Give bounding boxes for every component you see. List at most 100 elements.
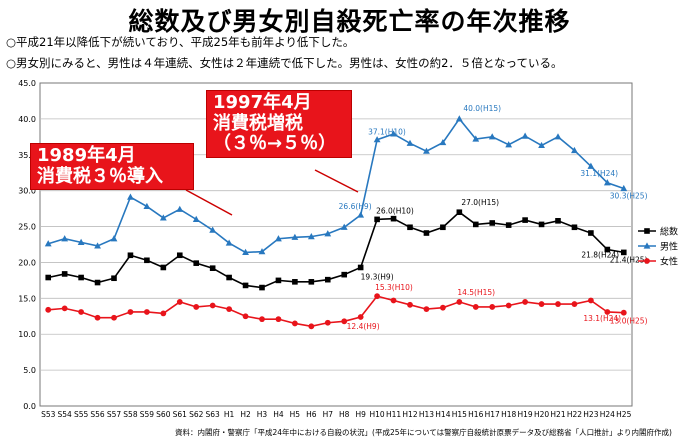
x-tick-label: S58 — [123, 410, 138, 419]
x-tick-label: S59 — [140, 410, 155, 419]
x-tick-label: S55 — [74, 410, 89, 419]
x-tick-label: H3 — [257, 410, 268, 419]
data-label: 37.1(H10) — [368, 128, 406, 137]
data-point — [357, 264, 364, 271]
x-tick-label: H5 — [290, 410, 301, 419]
data-point — [209, 265, 216, 271]
data-point — [390, 130, 397, 137]
data-point — [176, 299, 183, 305]
data-point — [407, 301, 413, 308]
data-point — [160, 264, 167, 271]
data-label: 15.3(H10) — [375, 283, 413, 292]
data-point — [209, 302, 216, 309]
y-tick-label: 40.0 — [18, 115, 36, 124]
source-note: 資料：内閣府・警察庁「平成24年中における自殺の状況」(平成25年については警察… — [175, 428, 672, 437]
data-point — [159, 214, 167, 221]
data-point — [604, 309, 611, 315]
data-point — [406, 139, 414, 146]
x-tick-label: H22 — [567, 410, 582, 419]
x-tick-label: H18 — [501, 410, 516, 419]
data-point — [275, 316, 282, 323]
x-tick-label: S60 — [156, 410, 171, 419]
x-tick-label: H6 — [306, 410, 317, 419]
data-point — [587, 297, 594, 304]
callout-1989-consumption-tax: 1989年4月 消費税３％導入 — [30, 143, 194, 191]
data-label: 27.0(H15) — [461, 198, 499, 207]
data-label: 40.0(H15) — [463, 104, 501, 113]
data-point — [456, 209, 463, 215]
data-point — [127, 193, 134, 200]
data-point — [44, 240, 52, 247]
y-tick-label: 45.0 — [18, 79, 36, 88]
data-point — [127, 252, 134, 259]
data-point — [341, 271, 348, 278]
data-label: 21.4(H25) — [610, 255, 648, 264]
data-point — [440, 224, 446, 231]
data-point — [340, 223, 348, 230]
data-point — [505, 302, 512, 309]
data-point — [472, 304, 479, 310]
data-point — [521, 132, 529, 139]
data-point — [374, 293, 381, 300]
data-point — [390, 297, 397, 304]
legend-marker — [643, 242, 651, 249]
x-tick-label: H19 — [518, 410, 533, 419]
x-tick-label: H16 — [468, 410, 483, 419]
data-point — [538, 221, 545, 228]
data-point — [488, 133, 496, 140]
summary-bullet-2: ○男女別にみると、男性は４年連続、女性は２年連続で低下した。男性は、女性の約2．… — [6, 56, 563, 70]
x-tick-label: H7 — [323, 410, 334, 419]
callout-1997-line2: 消費税増税 — [213, 112, 303, 134]
data-point — [258, 248, 266, 255]
x-tick-label: H4 — [273, 410, 284, 419]
x-tick-label: H17 — [485, 410, 500, 419]
data-label: 19.3(H9) — [361, 272, 394, 281]
x-tick-label: H13 — [419, 410, 434, 419]
data-point — [45, 306, 52, 313]
x-tick-label: H20 — [534, 410, 549, 419]
data-label: 12.4(H9) — [347, 322, 380, 331]
data-point — [242, 248, 249, 255]
data-point — [226, 306, 233, 312]
data-point — [357, 211, 365, 218]
x-tick-label: H8 — [339, 410, 350, 419]
legend-label: 男性 — [660, 241, 678, 253]
x-tick-label: H1 — [224, 410, 235, 419]
y-tick-label: 15.0 — [18, 294, 36, 303]
data-point — [341, 318, 348, 325]
data-point — [472, 135, 480, 142]
y-tick-label: 5.0 — [23, 366, 36, 375]
x-tick-label: H23 — [583, 410, 598, 419]
x-tick-label: S56 — [90, 410, 105, 419]
y-tick-label: 20.0 — [18, 258, 36, 267]
data-point — [571, 146, 578, 154]
data-point — [209, 226, 217, 233]
data-point — [423, 306, 430, 312]
data-point — [61, 235, 69, 242]
data-point — [357, 314, 364, 320]
x-tick-label: S63 — [206, 410, 221, 419]
x-tick-label: H15 — [452, 410, 467, 419]
data-point — [373, 136, 381, 143]
data-point — [78, 274, 84, 281]
data-point — [160, 310, 167, 317]
callout-1997-line3: （３％→５％） — [213, 133, 337, 155]
data-point — [292, 279, 298, 285]
data-point — [176, 252, 183, 259]
data-point — [307, 233, 315, 240]
data-label: 30.3(H25) — [610, 192, 648, 201]
data-label: 26.0(H10) — [376, 206, 414, 215]
data-point — [291, 320, 298, 327]
x-tick-label: H9 — [355, 410, 366, 419]
data-point — [555, 218, 561, 224]
y-tick-label: 35.0 — [18, 151, 36, 160]
data-point — [489, 220, 496, 226]
x-tick-label: H12 — [402, 410, 417, 419]
data-point — [225, 239, 233, 246]
data-point — [111, 314, 117, 321]
y-tick-label: 30.0 — [18, 187, 36, 196]
data-point — [143, 202, 151, 210]
data-point — [374, 216, 380, 223]
y-tick-label: 10.0 — [18, 330, 36, 339]
